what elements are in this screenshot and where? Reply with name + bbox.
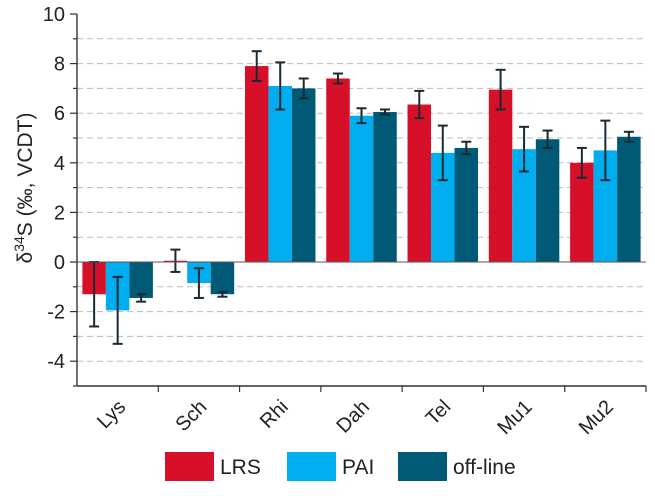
legend-label: LRS <box>220 456 261 479</box>
bar-PAI-Mu1 <box>512 149 536 262</box>
legend: LRS PAI off-line <box>165 452 516 481</box>
error-bar-LRS-Mu2 <box>576 146 587 179</box>
x-tick-label-Mu2: Mu2 <box>575 396 618 439</box>
error-bar-LRS-Mu1 <box>495 68 506 111</box>
error-bars <box>89 50 634 345</box>
error-bar-off-line-Sch <box>217 290 228 298</box>
bar-LRS-Rhi <box>244 66 269 262</box>
y-tick-labels: -4 -2 0 2 4 6 8 10 <box>43 4 65 373</box>
x-tick-label-Sch: Sch <box>172 396 212 436</box>
bar-off-line-Lys <box>129 262 153 298</box>
x-tick-label-Rhi: Rhi <box>256 396 293 433</box>
bar-off-line-Dah <box>373 111 397 263</box>
bar-PAI-Rhi <box>268 85 292 262</box>
x-tick-label-Lys: Lys <box>93 396 130 433</box>
error-bar-off-line-Dah <box>380 108 390 116</box>
bar-off-line-Rhi <box>291 88 316 263</box>
bar-LRS-Tel <box>407 104 432 263</box>
error-bar-LRS-Sch <box>170 248 181 273</box>
legend-swatch <box>287 452 336 481</box>
legend-label: PAI <box>342 456 374 479</box>
bar-off-line-Sch <box>210 262 235 295</box>
bar-off-line-Mu2 <box>617 136 641 262</box>
error-bar-off-line-Mu1 <box>542 129 553 149</box>
y-tick-label: 8 <box>54 54 65 76</box>
error-bar-off-line-Lys <box>136 293 147 303</box>
y-tick-label: 6 <box>54 103 65 125</box>
x-tick-labels: Lys Sch Rhi Dah Tel Mu1 Mu2 <box>93 396 618 439</box>
legend-swatch <box>165 452 214 481</box>
y-tick-label: 10 <box>43 4 65 26</box>
x-tick-label-Dah: Dah <box>333 396 375 438</box>
error-bar-LRS-Rhi <box>251 50 262 82</box>
error-bar-PAI-Sch <box>193 267 204 299</box>
error-bar-PAI-Mu2 <box>600 119 611 182</box>
error-bar-PAI-Rhi <box>275 61 286 111</box>
bar-LRS-Mu1 <box>488 89 513 262</box>
legend-item-PAI: PAI <box>287 452 374 481</box>
error-bar-PAI-Lys <box>112 275 123 345</box>
error-bar-PAI-Tel <box>437 124 448 182</box>
y-tick-label: 2 <box>54 202 65 224</box>
y-tick-label: 4 <box>54 153 65 175</box>
legend-item-off-line: off-line <box>398 452 516 481</box>
bar-PAI-Tel <box>431 152 455 262</box>
bar-PAI-Dah <box>349 115 374 263</box>
y-tick-label: -4 <box>47 351 65 373</box>
x-tick-label-Mu1: Mu1 <box>494 396 537 439</box>
error-bar-off-line-Mu2 <box>623 130 634 143</box>
bars <box>82 66 641 311</box>
bar-PAI-Mu2 <box>593 150 618 262</box>
legend-item-LRS: LRS <box>165 452 261 481</box>
y-tick-label: 0 <box>54 252 65 274</box>
legend-swatch <box>398 452 447 481</box>
axes <box>70 13 647 392</box>
error-bar-LRS-Dah <box>333 72 343 85</box>
error-bar-LRS-Tel <box>414 89 425 120</box>
error-bar-PAI-Dah <box>356 107 367 125</box>
y-axis-title: δ34S (‰, VCDT) <box>11 113 37 264</box>
y-tick-label: -2 <box>47 302 65 324</box>
bar-LRS-Mu2 <box>570 162 594 262</box>
bar-off-line-Mu1 <box>535 139 560 262</box>
error-bar-PAI-Mu1 <box>519 125 530 173</box>
x-tick-label-Tel: Tel <box>422 396 456 430</box>
error-bar-off-line-Rhi <box>298 77 309 100</box>
legend-label: off-line <box>453 456 516 479</box>
bar-LRS-Dah <box>326 78 350 262</box>
bar-off-line-Tel <box>454 147 479 262</box>
error-bar-off-line-Tel <box>461 140 472 156</box>
